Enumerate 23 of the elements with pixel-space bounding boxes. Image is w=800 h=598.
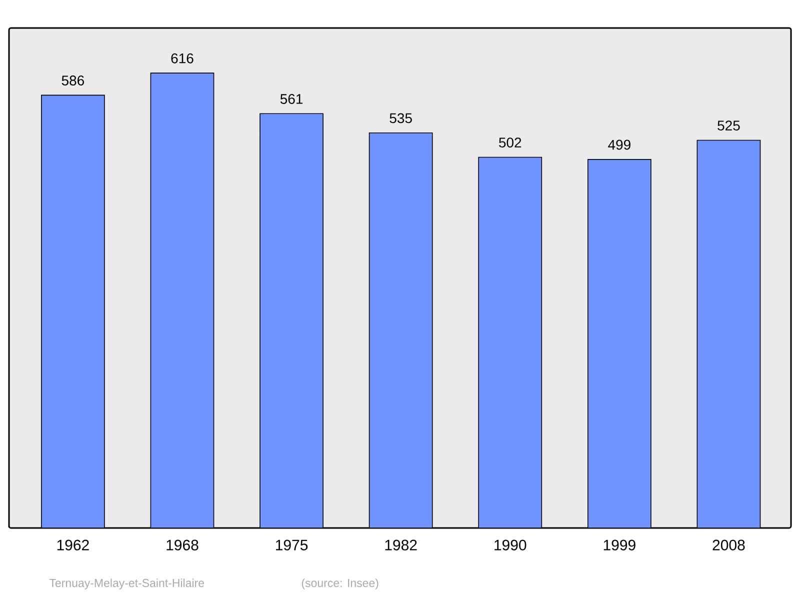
data-label: 535 — [390, 113, 412, 124]
x-tick-label: 2008 — [712, 540, 745, 550]
data-label: 561 — [280, 94, 303, 104]
data-label: 525 — [718, 120, 740, 131]
bar — [260, 113, 324, 528]
data-label: 499 — [608, 140, 630, 150]
x-tick-label: 1990 — [494, 540, 526, 550]
data-label: 616 — [171, 53, 194, 64]
x-tick-label: 1968 — [166, 540, 198, 550]
text: Ternuay-Melay-et-Saint-Hilaire — [49, 578, 204, 590]
x-tick-label: 1982 — [385, 540, 417, 550]
x-tick-label: 1962 — [57, 540, 89, 550]
bar — [41, 94, 105, 528]
x-tick-label: 1975 — [276, 540, 308, 550]
bar — [478, 156, 542, 528]
text: (source: Insee) — [302, 578, 378, 590]
bar — [368, 132, 433, 528]
x-tick-label: 1999 — [604, 540, 636, 550]
data-label: 502 — [499, 138, 522, 148]
bar — [696, 140, 761, 528]
data-label: 586 — [62, 76, 84, 86]
bar — [150, 72, 214, 528]
bar — [587, 159, 652, 528]
